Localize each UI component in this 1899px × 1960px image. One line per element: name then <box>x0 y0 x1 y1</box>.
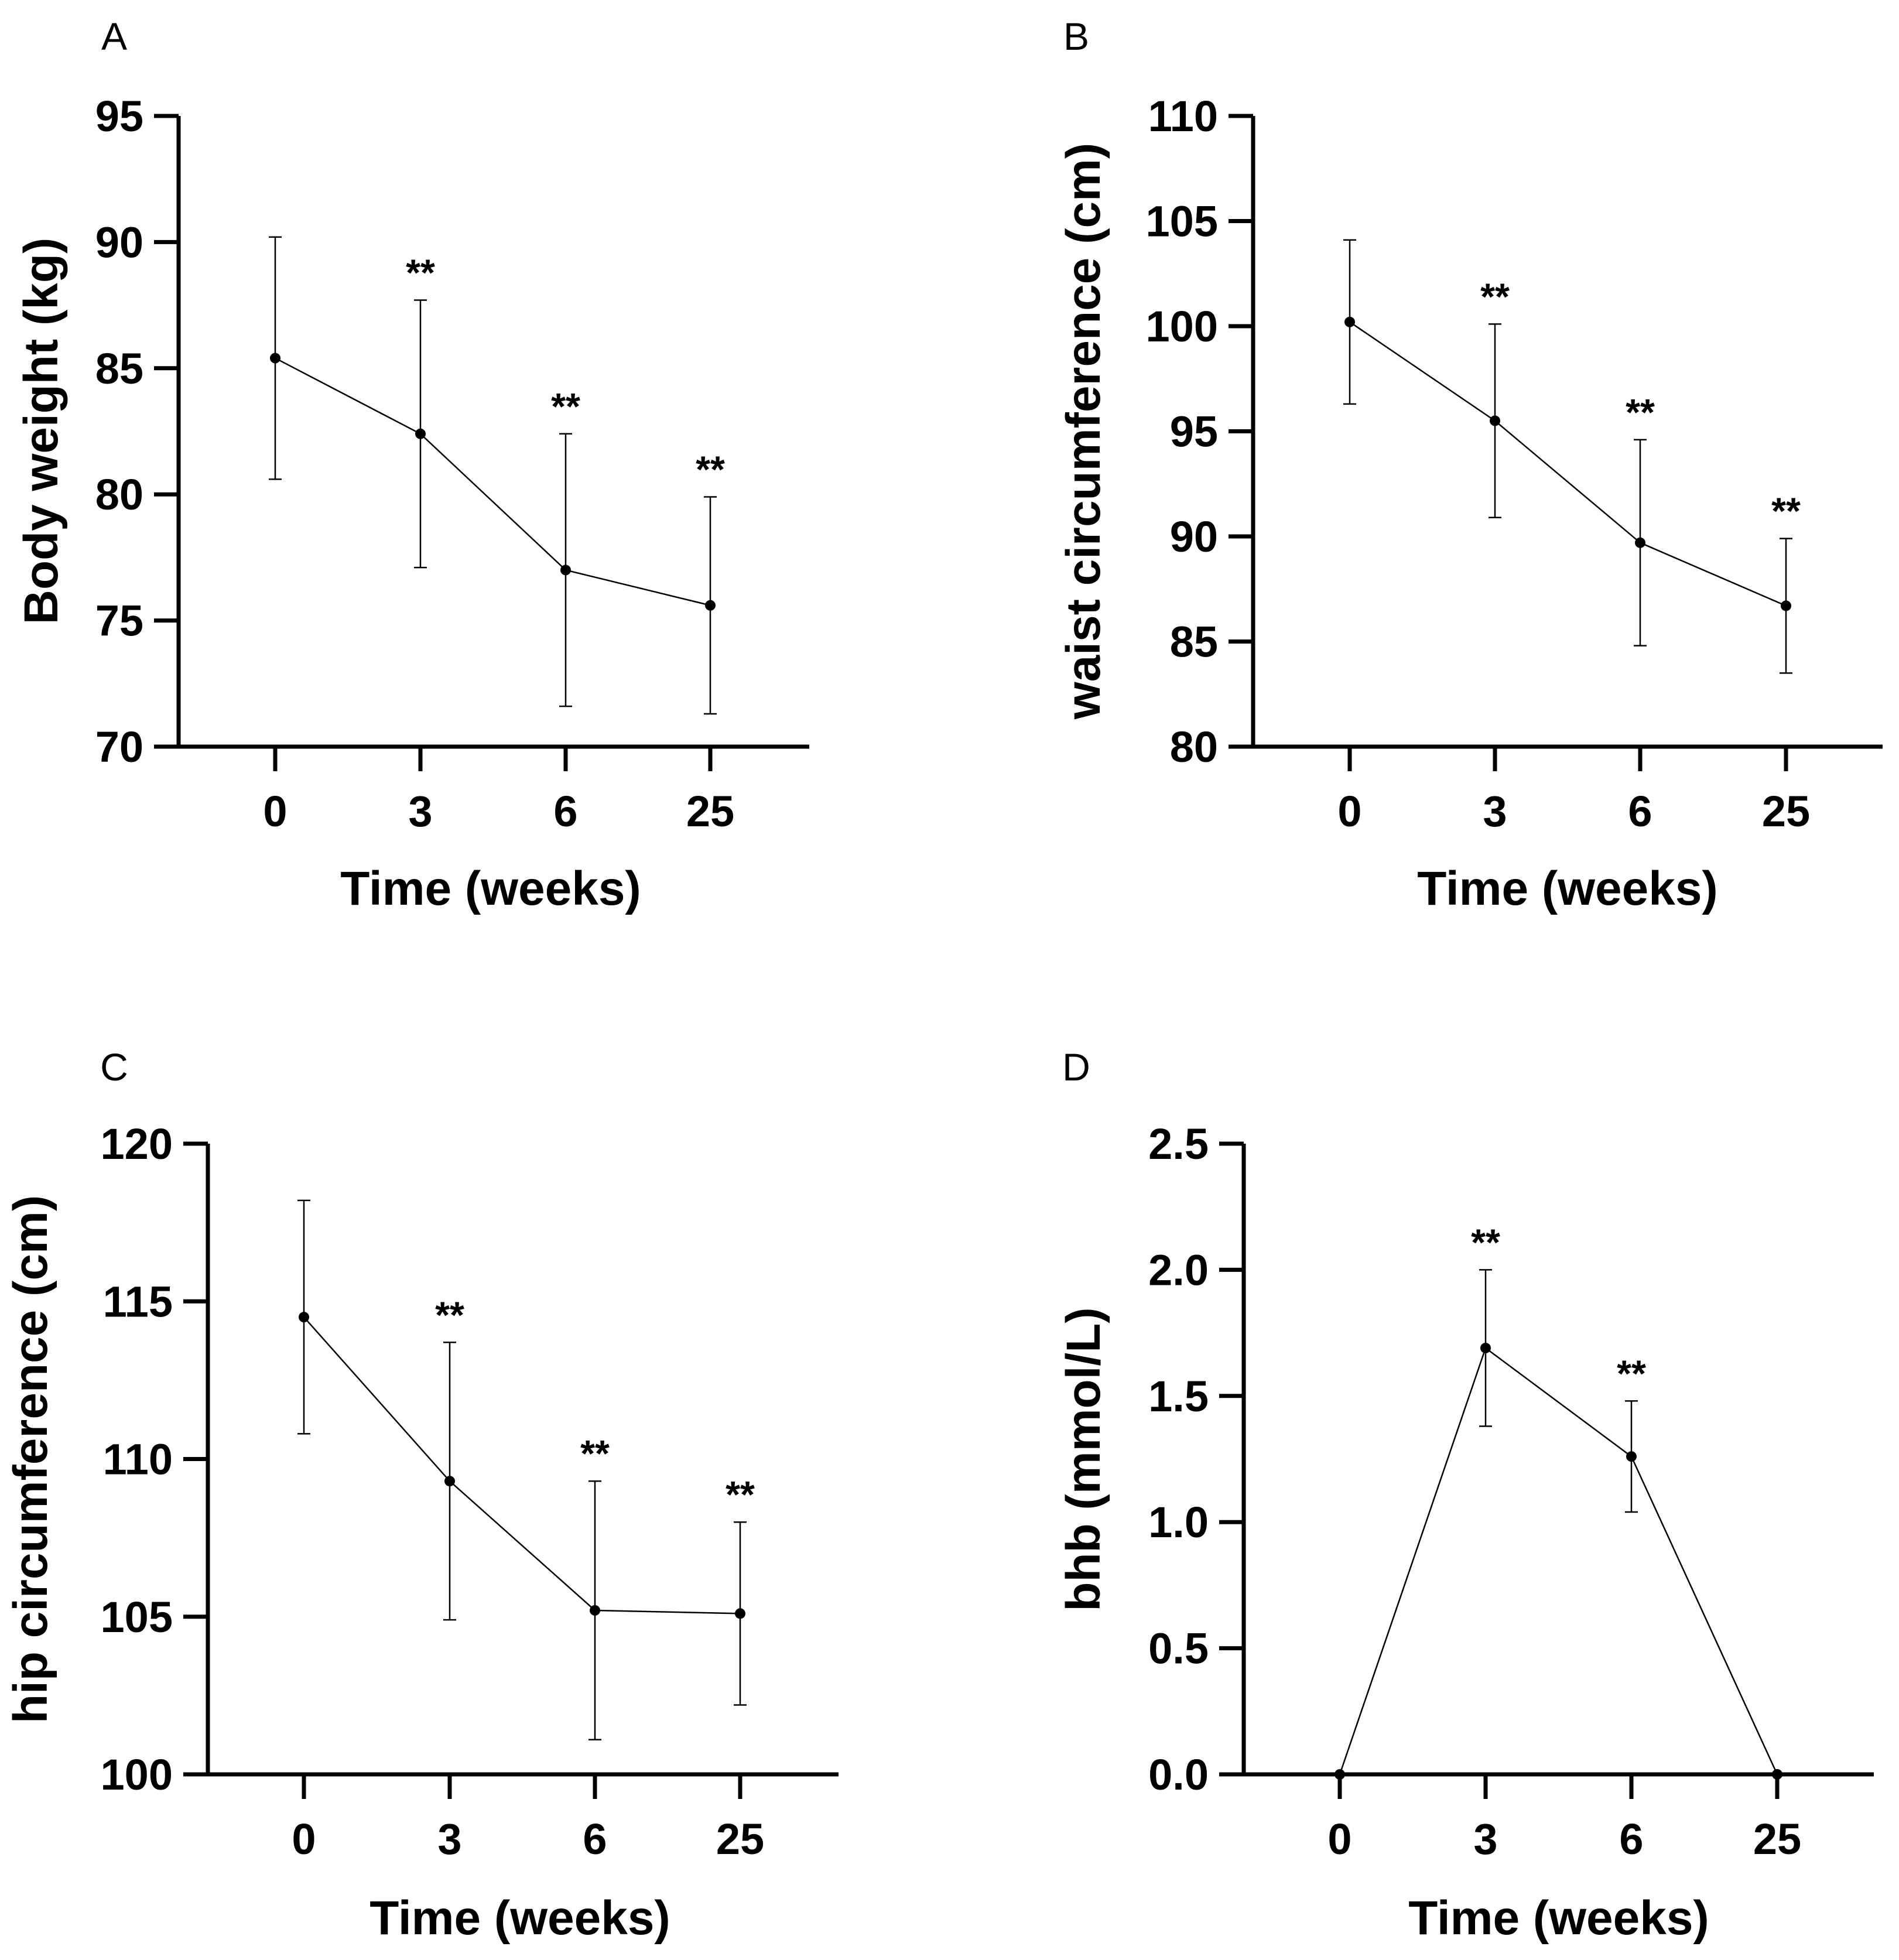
data-point <box>560 565 571 576</box>
data-point <box>299 1312 309 1323</box>
x-tick-label: 25 <box>686 787 734 836</box>
y-tick-label: 80 <box>1170 723 1218 771</box>
y-tick-label: 95 <box>95 92 143 141</box>
data-point <box>415 428 426 439</box>
chart-panel-c: C 100 105 110 115 120 0 3 6 25 Time (weeks) hip cir… <box>4 1045 839 1945</box>
x-tick-label: 3 <box>437 1815 461 1863</box>
x-tick-label: 6 <box>1619 1815 1643 1863</box>
panel-letter: B <box>1063 15 1089 58</box>
x-tick-label: 3 <box>408 787 432 836</box>
data-point <box>1490 415 1500 426</box>
significance-label: ** <box>551 385 580 427</box>
series-line <box>275 357 711 606</box>
y-tick-label: 2.0 <box>1148 1246 1209 1294</box>
x-tick-label: 3 <box>1483 787 1507 836</box>
y-tick-label: 1.0 <box>1148 1498 1209 1547</box>
series-line <box>303 1316 741 1614</box>
y-tick-label: 90 <box>1170 512 1218 561</box>
y-axis-title: waist circumference (cm) <box>1057 143 1110 720</box>
data-point <box>1772 1769 1782 1780</box>
series-line <box>1339 1346 1778 1775</box>
data-point <box>270 353 280 364</box>
panel-letter: C <box>100 1045 128 1089</box>
x-axis-title: Time (weeks) <box>1408 1891 1709 1945</box>
data-point <box>1781 600 1791 611</box>
data-point <box>1626 1451 1637 1462</box>
data-point <box>444 1476 455 1487</box>
x-tick-label: 6 <box>583 1815 607 1863</box>
y-tick-label: 75 <box>95 597 143 645</box>
significance-label: ** <box>1771 490 1801 532</box>
y-tick-label: 115 <box>103 1277 173 1326</box>
panel-letter: A <box>101 15 127 58</box>
y-tick-label: 105 <box>101 1593 173 1641</box>
chart-panel-b: B 80 85 90 95 100 105 110 0 3 6 25 Time (weeks) waist… <box>1057 15 1883 915</box>
x-tick-label: 25 <box>1762 787 1810 836</box>
x-tick-label: 0 <box>263 787 287 836</box>
y-tick-label: 70 <box>95 723 143 771</box>
y-tick-label: 95 <box>1170 408 1218 456</box>
x-tick-label: 3 <box>1473 1815 1497 1863</box>
y-tick-label: 0.0 <box>1148 1750 1209 1799</box>
significance-label: ** <box>1617 1352 1646 1394</box>
data-point <box>1344 316 1355 327</box>
x-tick-label: 0 <box>1327 1815 1351 1863</box>
series-line <box>1349 321 1787 607</box>
significance-label: ** <box>1471 1221 1500 1263</box>
significance-label: ** <box>435 1294 464 1336</box>
x-tick-label: 6 <box>553 787 577 836</box>
x-tick-label: 6 <box>1628 787 1652 836</box>
chart-panel-d: D 0.0 0.5 1.0 1.5 2.0 2.5 0 3 6 25 Time (weeks) bhb … <box>1057 1045 1874 1945</box>
x-tick-label: 0 <box>1337 787 1361 836</box>
y-axis-title: Body weight (kg) <box>15 238 68 625</box>
data-point <box>1635 537 1645 548</box>
data-point <box>1480 1342 1491 1353</box>
y-tick-label: 80 <box>95 470 143 519</box>
chart-panel-a: A 70 75 80 85 90 95 0 3 6 25 Time (weeks) Body weigh… <box>15 15 809 915</box>
x-axis-title: Time (weeks) <box>369 1891 670 1945</box>
significance-label: ** <box>696 449 725 491</box>
y-tick-label: 85 <box>1170 618 1218 666</box>
y-tick-label: 120 <box>101 1120 173 1168</box>
y-tick-label: 0.5 <box>1148 1624 1209 1673</box>
y-tick-label: 90 <box>95 218 143 266</box>
y-tick-label: 85 <box>95 344 143 393</box>
y-tick-label: 105 <box>1146 197 1218 246</box>
x-axis-title: Time (weeks) <box>340 862 641 915</box>
y-axis-title: hip circumference (cm) <box>4 1195 57 1723</box>
data-point <box>590 1605 600 1616</box>
significance-label: ** <box>1480 275 1510 317</box>
panel-letter: D <box>1062 1045 1090 1089</box>
data-point <box>735 1608 745 1619</box>
y-axis-title: bhb (mmol/L) <box>1057 1307 1110 1611</box>
y-tick-label: 2.5 <box>1148 1120 1209 1168</box>
x-axis-title: Time (weeks) <box>1417 862 1718 915</box>
significance-label: ** <box>580 1432 610 1475</box>
data-point <box>705 600 716 611</box>
y-tick-label: 110 <box>1148 92 1218 141</box>
x-tick-label: 0 <box>292 1815 316 1863</box>
significance-label: ** <box>1626 391 1655 433</box>
x-tick-label: 25 <box>1753 1815 1801 1863</box>
significance-label: ** <box>406 251 435 293</box>
y-tick-label: 100 <box>101 1750 173 1799</box>
data-point <box>1335 1769 1345 1780</box>
y-tick-label: 110 <box>103 1435 173 1484</box>
y-tick-label: 100 <box>1146 302 1218 351</box>
x-tick-label: 25 <box>716 1815 764 1863</box>
significance-label: ** <box>726 1473 755 1516</box>
y-tick-label: 1.5 <box>1148 1372 1209 1421</box>
